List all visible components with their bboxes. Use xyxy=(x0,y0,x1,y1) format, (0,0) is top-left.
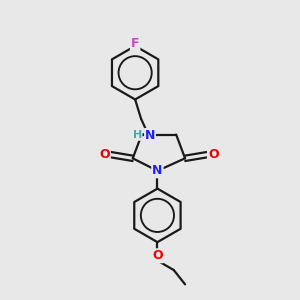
Text: N: N xyxy=(145,129,155,142)
Text: F: F xyxy=(131,37,140,50)
Text: O: O xyxy=(152,249,163,262)
Text: H: H xyxy=(133,130,142,140)
Text: O: O xyxy=(99,148,110,161)
Text: N: N xyxy=(152,164,163,177)
Text: O: O xyxy=(208,148,219,161)
